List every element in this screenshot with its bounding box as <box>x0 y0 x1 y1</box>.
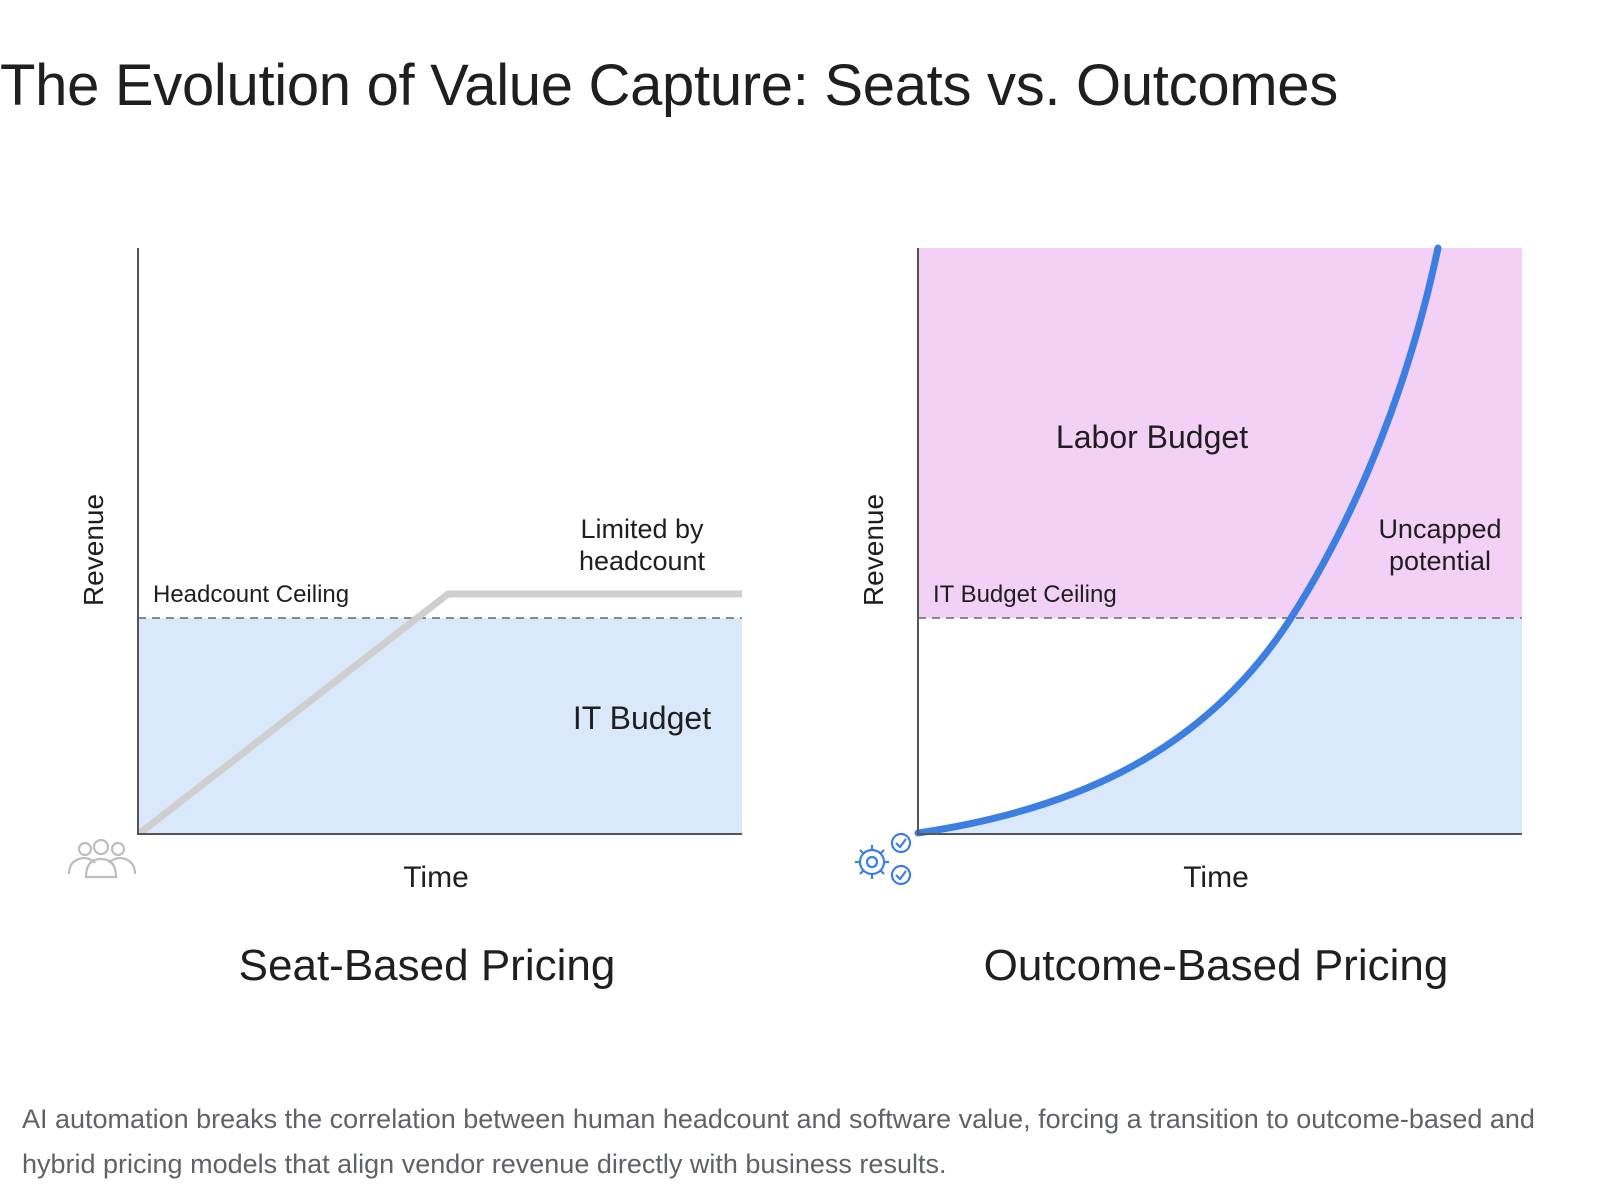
check-icon <box>890 864 912 886</box>
it-budget-label: IT Budget <box>573 700 711 736</box>
x-axis-label: Time <box>1183 861 1249 894</box>
ceiling-label: Headcount Ceiling <box>153 581 349 608</box>
seat-revenue-line <box>137 590 742 836</box>
outcome-based-chart: Revenue Time IT Budget Ceiling Labor Bud… <box>855 244 1522 990</box>
chart-heading: Outcome-Based Pricing <box>984 941 1449 990</box>
gear-check-icon <box>855 832 912 886</box>
y-axis-label: Revenue <box>78 494 109 606</box>
gear-icon <box>855 845 889 879</box>
below-curve-mask <box>918 618 1291 833</box>
people-group-icon <box>67 838 137 879</box>
seat-based-chart: Revenue Time Headcount Ceiling Limited b… <box>67 248 742 990</box>
labor-budget-label: Labor Budget <box>1056 419 1248 455</box>
annotation-line-2: potential <box>1389 546 1491 576</box>
check-icon <box>890 832 912 854</box>
x-axis-label: Time <box>403 861 469 894</box>
caption: AI automation breaks the correlation bet… <box>22 1104 1535 1179</box>
annotation-line-2: headcount <box>579 546 706 576</box>
annotation-line-1: Limited by <box>580 514 704 544</box>
pricing-diagram: Revenue Time Headcount Ceiling Limited b… <box>67 244 1522 990</box>
chart-heading: Seat-Based Pricing <box>239 941 616 990</box>
y-axis-label: Revenue <box>858 494 889 606</box>
annotation-line-1: Uncapped <box>1378 514 1501 544</box>
it-budget-region <box>138 618 742 834</box>
ceiling-label: IT Budget Ceiling <box>933 581 1117 608</box>
outcome-revenue-curve <box>914 244 1442 837</box>
page-title: The Evolution of Value Capture: Seats vs… <box>0 53 1338 118</box>
